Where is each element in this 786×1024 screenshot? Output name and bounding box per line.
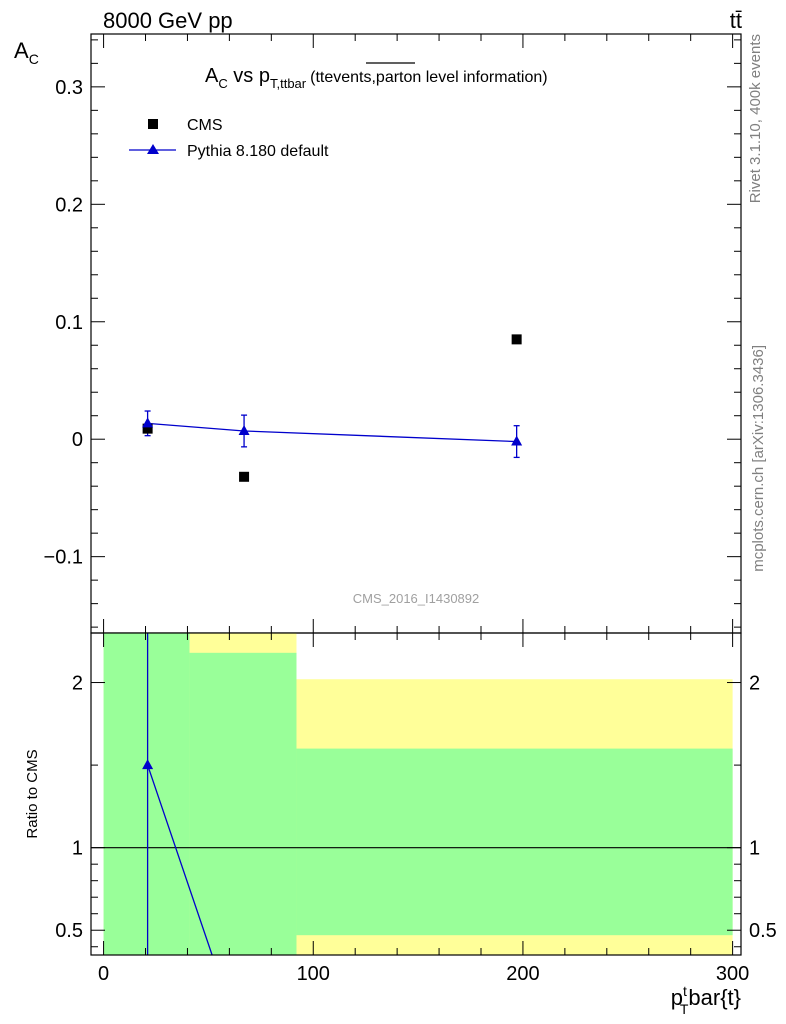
pythia-point [142,417,154,428]
main-y-axis-label: AC [14,38,39,67]
ratio-series-group [142,633,213,955]
ratio-pythia-line [146,764,213,955]
ratio-uncertainty-bands [103,633,733,955]
ratio-y-axis-label: Ratio to CMS [24,749,41,838]
cms-data-point [142,423,153,434]
green-uncertainty-band [103,633,190,955]
main-panel: −0.1 0 0.1 0.2 0.3 AC AC vs pT,ttbar (ttevent… [14,33,742,634]
ratio-frame [90,632,742,956]
main-ytick-label: 0.1 [55,312,83,334]
main-ytick-label: 0.2 [55,194,83,216]
chart-title: AC vs pT,ttbar (ttevents,parton level inf… [205,65,548,91]
analysis-watermark: CMS_2016_I1430892 [353,591,480,606]
main-series [142,334,523,482]
mcplots-site-label: mcplots.cern.ch [arXiv:1306.3436] [750,345,767,572]
ratio-axis-ticks: 0.5 0.5 1 1 2 2 0 100 200 300 [55,633,777,985]
legend: CMS Pythia 8.180 default [129,117,329,160]
pythia-line [147,422,517,443]
cms-data-point [239,471,250,482]
pythia-point [238,424,250,435]
ratio-ytick-label: 0.5 [55,920,83,942]
ratio-xtick-label: 0 [98,963,109,985]
legend-pythia-label: Pythia 8.180 default [187,143,329,160]
main-ytick-label: 0.3 [55,77,83,99]
ratio-panel: 0.5 0.5 1 1 2 2 0 100 200 300 Ratio to CMS pt Tbar… [24,632,777,1017]
ratio-xtick-label: 100 [297,963,330,985]
rivet-label: Rivet 3.1.10, 400k events [747,34,764,203]
energy-label: 8000 GeV pp [103,8,233,33]
legend-pythia-marker [147,144,159,154]
legend-cms-label: CMS [187,117,223,134]
ratio-series [142,633,213,955]
cms-data-point [511,334,522,345]
ratio-ytick-label: 2 [72,673,83,695]
ratio-pythia-point [142,759,154,770]
green-uncertainty-band [296,748,733,936]
ratio-ytick-label-right: 0.5 [749,920,777,942]
main-axis-ticks: −0.1 0 0.1 0.2 0.3 [44,34,741,633]
ratio-ytick-label-right: 1 [749,838,760,860]
process-label: tt̄ [730,8,742,33]
x-axis-label: pt Tbar{t} [671,983,741,1017]
ratio-xtick-label: 200 [506,963,539,985]
pythia-point [511,435,523,446]
main-ytick-label: −0.1 [44,547,83,569]
ratio-ytick-label: 1 [72,838,83,860]
main-ytick-label: 0 [72,429,83,451]
ratio-ytick-label-right: 2 [749,673,760,695]
green-uncertainty-band [189,652,297,955]
ratio-xtick-label: 300 [716,963,749,985]
legend-cms-marker [148,119,158,129]
